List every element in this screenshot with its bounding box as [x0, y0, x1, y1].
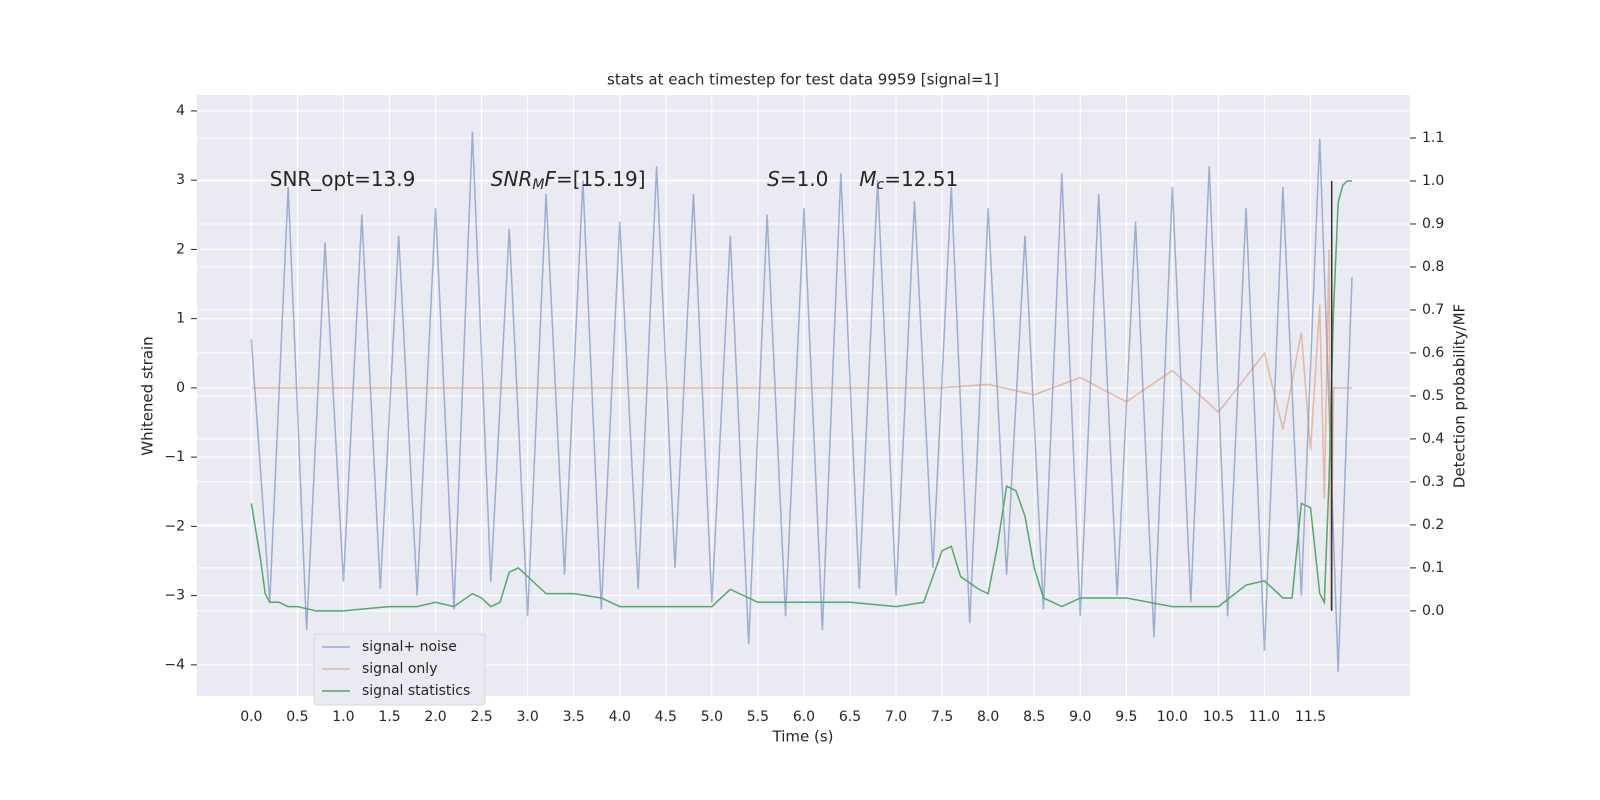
y2-tick-label: 0.7: [1422, 302, 1444, 318]
legend-label: signal+ noise: [362, 639, 457, 655]
x-tick-label: 6.0: [793, 709, 815, 725]
x-tick-label: 2.5: [470, 709, 492, 725]
x-tick-label: 9.5: [1115, 709, 1137, 725]
x-tick-label: 7.5: [931, 709, 953, 725]
y2-tick-label: 0.6: [1422, 345, 1444, 361]
y-tick-label: 3: [176, 172, 185, 188]
x-tick-label: 7.0: [885, 709, 907, 725]
y2-tick-label: 0.3: [1422, 474, 1444, 490]
annotation-part: c: [876, 177, 884, 193]
y-tick-label: 0: [176, 380, 185, 396]
series-line: [250, 180, 1352, 612]
y-tick-label: −2: [164, 518, 185, 534]
x-tick-label: 5.5: [747, 709, 769, 725]
x-tick-label: 11.0: [1249, 709, 1280, 725]
annotation-part: M: [532, 177, 544, 193]
x-tick-label: 9.0: [1069, 709, 1091, 725]
y-tick-label: −4: [164, 657, 185, 673]
x-tick-label: 0.5: [286, 709, 308, 725]
series-line: [251, 249, 1352, 610]
y2-tick-label: 0.8: [1422, 259, 1444, 275]
x-tick-label: 8.0: [977, 709, 999, 725]
legend-label: signal only: [362, 661, 437, 677]
annotation-part: M: [859, 167, 876, 191]
y2-tick-label: 0.5: [1422, 388, 1444, 404]
x-tick-label: 1.0: [332, 709, 354, 725]
y-tick-label: −1: [164, 449, 185, 465]
x-tick-label: 4.0: [609, 709, 631, 725]
x-tick-label: 3.5: [563, 709, 585, 725]
annotation-part: =[15.19]: [556, 167, 646, 191]
y2-tick-label: 0.0: [1422, 603, 1444, 619]
x-tick-label: 0.0: [240, 709, 262, 725]
y2-tick-label: 1.0: [1422, 173, 1444, 189]
x-tick-label: 4.5: [655, 709, 677, 725]
chart-title: stats at each timestep for test data 995…: [607, 71, 999, 89]
y-axis-label: Whitened strain: [139, 336, 157, 455]
series-line: [250, 131, 1353, 672]
annotation: Mc=12.51: [859, 167, 958, 194]
annotation-part: S: [767, 167, 780, 191]
x-tick-label: 10.0: [1157, 709, 1188, 725]
annotation-part: SNR_opt=13.9: [270, 167, 416, 191]
y2-tick-label: 1.1: [1422, 130, 1444, 146]
y2-tick-label: 0.2: [1422, 517, 1444, 533]
x-axis-label: Time (s): [772, 728, 834, 746]
x-tick-label: 8.5: [1023, 709, 1045, 725]
y2-tick-label: 0.1: [1422, 560, 1444, 576]
x-tick-label: 6.5: [839, 709, 861, 725]
annotation-part: F: [544, 167, 556, 191]
y-tick-label: 2: [176, 241, 185, 257]
y2-axis-label: Detection probability/MF: [1451, 304, 1469, 488]
x-tick-label: 11.5: [1295, 709, 1326, 725]
legend-label: signal statistics: [362, 683, 470, 699]
x-tick-label: 10.5: [1203, 709, 1234, 725]
annotation: S=1.0: [767, 167, 828, 191]
y2-tick-label: 0.4: [1422, 431, 1444, 447]
annotation: SNRMF=[15.19]: [491, 167, 646, 194]
x-tick-label: 5.0: [701, 709, 723, 725]
annotation-part: SNR: [491, 167, 533, 191]
y-tick-label: −3: [164, 588, 185, 604]
annotation-part: =12.51: [884, 167, 958, 191]
x-tick-label: 1.5: [378, 709, 400, 725]
y-tick-label: 1: [176, 311, 185, 327]
legend-box: [313, 633, 486, 706]
annotation-part: =1.0: [780, 167, 829, 191]
y-tick-label: 4: [176, 103, 185, 119]
y2-tick-label: 0.9: [1422, 216, 1444, 232]
x-tick-label: 3.0: [517, 709, 539, 725]
x-tick-label: 2.0: [424, 709, 446, 725]
annotation: SNR_opt=13.9: [270, 167, 416, 191]
